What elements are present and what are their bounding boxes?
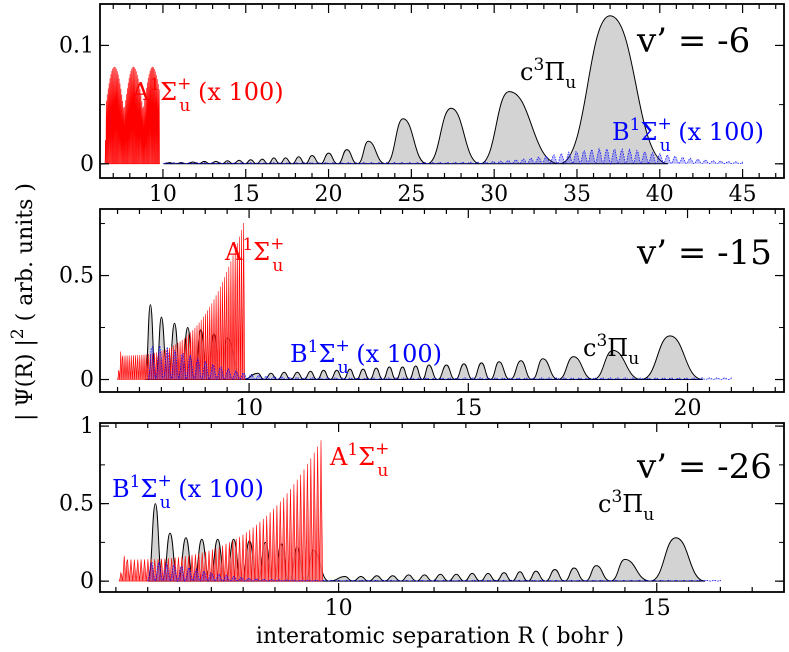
c3pi-wavefunction — [163, 15, 669, 165]
vprime-label: v’ = -15 — [636, 233, 772, 273]
a1sigma-wavefunction — [118, 440, 324, 582]
x-tick-label: 15 — [232, 182, 260, 207]
x-tick-label: 40 — [646, 182, 674, 207]
plot-area — [104, 15, 743, 166]
c3pi-label: c3Πu — [520, 55, 576, 93]
a1sigma-label: A1Σ+ u — [224, 234, 284, 276]
y-tick-label: 0.1 — [59, 33, 94, 58]
plot-frame — [99, 422, 785, 593]
y-axis-label: | Ψ(R) |2 ( arb. units ) — [8, 183, 38, 421]
x-tick-label: 10 — [325, 596, 353, 621]
panel-v6: 10 15 20 25 30 35 40 45 0 0.1 v’ = -6 c3Πu A1Σ+ u (x … — [59, 3, 785, 207]
x-tick-label: 35 — [563, 182, 591, 207]
x-tick-label: 30 — [480, 182, 508, 207]
x-tick-label: 45 — [729, 182, 757, 207]
b1sigma-wavefunction — [147, 345, 732, 381]
a1sigma-label: A1Σ+ u (x 100) — [131, 74, 284, 116]
y-tick-label: 0 — [80, 368, 94, 393]
x-tick-label: 15 — [454, 396, 482, 421]
a1sigma-wavefunction — [117, 222, 246, 380]
vprime-label: v’ = -6 — [636, 21, 750, 61]
b1sigma-label: B1Σ+ u (x 100) — [612, 114, 764, 156]
plot-frame — [99, 3, 785, 179]
y-tick-label: 0 — [80, 569, 94, 594]
plot-frame — [99, 208, 785, 393]
x-tick-label: 20 — [315, 182, 343, 207]
x-axis-label: interatomic separation R ( bohr ) — [256, 624, 624, 649]
y-tick-label: 0 — [80, 152, 94, 177]
x-tick-label: 25 — [397, 182, 425, 207]
x-tick-label: 10 — [149, 182, 177, 207]
c3pi-label: c3Πu — [598, 487, 654, 525]
b1sigma-wavefunction — [162, 147, 743, 166]
y-tick-label: 0.5 — [59, 492, 94, 517]
b1sigma-wavefunction — [147, 560, 721, 583]
x-tick-label: 10 — [235, 396, 263, 421]
c3pi-label: c3Πu — [583, 331, 639, 369]
plot-area — [118, 440, 721, 583]
panel-v15: 10 15 20 0 0.5 v’ = -15 c3Πu A1Σ+ u B1Σ+ u (x 100) — [59, 208, 785, 421]
y-tick-label: 1 — [80, 414, 94, 439]
b1sigma-label: B1Σ+ u (x 100) — [290, 336, 442, 378]
a1sigma-wavefunction — [104, 66, 160, 165]
vprime-label: v’ = -26 — [636, 447, 772, 487]
y-tick-label: 0.5 — [59, 264, 94, 289]
a1sigma-label: A1Σ+ u — [329, 439, 389, 481]
b1sigma-label: B1Σ+ u (x 100) — [112, 471, 264, 513]
x-tick-label: 15 — [643, 596, 671, 621]
x-tick-label: 20 — [674, 396, 702, 421]
plot-area — [117, 222, 732, 381]
